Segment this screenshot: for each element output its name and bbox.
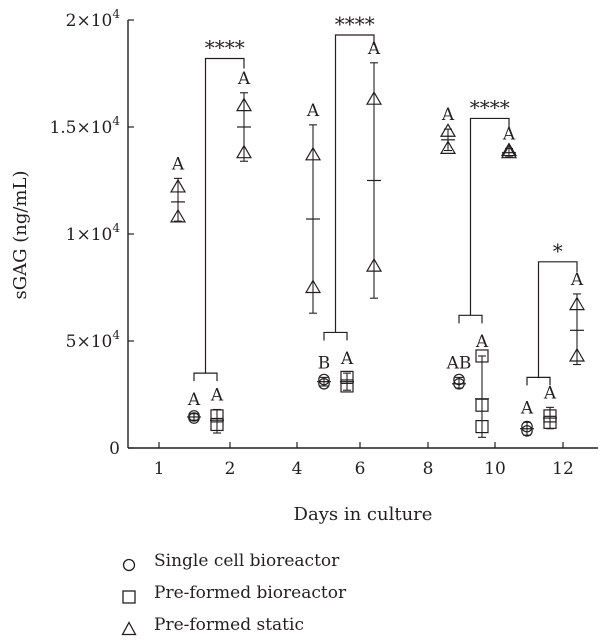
x-tick-label: 6 (355, 459, 366, 479)
circle-marker (521, 420, 533, 433)
square-marker (475, 349, 489, 363)
circle-marker (521, 425, 533, 437)
y-tick-label: 0 (109, 439, 120, 459)
triangle-marker (439, 140, 457, 154)
circle-marker-icon (122, 558, 136, 572)
group-letter: A (367, 39, 381, 59)
triangle-marker (365, 257, 383, 272)
significance-label: **** (335, 12, 375, 36)
triangle-marker (500, 142, 518, 157)
group-letter: B (318, 353, 331, 373)
significance-label: * (553, 239, 563, 263)
x-tick-label: 1 (154, 459, 165, 479)
triangle-marker (304, 279, 322, 294)
y-tick-label: 5×104 (66, 328, 121, 352)
x-axis-label: Days in culture (294, 504, 433, 525)
data-points (169, 90, 586, 437)
bracket-high (204, 57, 245, 374)
bracket-high (334, 34, 375, 333)
square-marker (475, 420, 489, 434)
square-marker-icon (122, 590, 136, 604)
x-tick-label: 8 (423, 459, 434, 479)
group-letter: A (441, 105, 455, 125)
group-letter: A (237, 69, 251, 89)
x-tick-label: 4 (292, 459, 303, 479)
x-tick-label: 10 (484, 459, 506, 479)
group-letter: A (570, 270, 584, 290)
legend-label: Single cell bioreactor (154, 551, 340, 571)
significance-brackets: ************* (193, 12, 578, 386)
group-letter: A (502, 124, 516, 144)
square-marker (210, 417, 224, 432)
square-marker (340, 370, 354, 384)
y-axis-label: sGAG (ng/mL) (10, 171, 31, 300)
circle-marker (318, 377, 330, 390)
legend-label: Pre-formed bioreactor (154, 583, 347, 603)
bracket-low (458, 314, 483, 324)
square-marker (475, 398, 489, 412)
group-letter: AB (446, 353, 472, 373)
triangle-marker (568, 296, 586, 311)
x-tick-label: 12 (552, 459, 574, 479)
triangle-marker (169, 178, 187, 193)
triangle-marker (500, 144, 518, 159)
triangle-marker (365, 90, 383, 105)
bracket-high (537, 261, 578, 378)
y-tick-label: 2×104 (66, 7, 121, 31)
y-tick-label: 1×104 (66, 221, 121, 245)
bracket-low (323, 331, 348, 341)
square-marker (210, 409, 224, 423)
x-tick-label: 2 (225, 459, 236, 479)
triangle-marker-icon (121, 621, 137, 636)
circle-marker (453, 377, 465, 390)
group-letter: A (340, 349, 354, 369)
legend-label: Pre-formed static (154, 615, 304, 635)
bracket-low (193, 372, 218, 382)
group-letter: A (520, 398, 534, 418)
triangle-marker (439, 123, 457, 137)
significance-label: **** (470, 95, 510, 119)
error-bars (171, 62, 584, 438)
square-marker (340, 379, 354, 393)
triangle-marker (304, 146, 322, 161)
group-letter: A (210, 385, 224, 405)
group-letter: A (475, 332, 489, 352)
triangle-marker (235, 144, 253, 159)
triangle-marker (169, 208, 187, 223)
bracket-high (469, 117, 510, 316)
group-letter: A (171, 154, 185, 174)
group-letter: A (187, 390, 201, 410)
triangle-marker (235, 97, 253, 112)
y-tick-label: 1.5×104 (49, 114, 120, 138)
group-letter: A (306, 101, 320, 121)
triangle-marker (568, 347, 586, 362)
circle-marker (453, 373, 465, 386)
circle-marker (318, 373, 330, 386)
significance-label: **** (205, 36, 245, 60)
square-marker (543, 415, 557, 429)
group-letter: A (543, 383, 557, 403)
circle-marker (188, 412, 200, 424)
